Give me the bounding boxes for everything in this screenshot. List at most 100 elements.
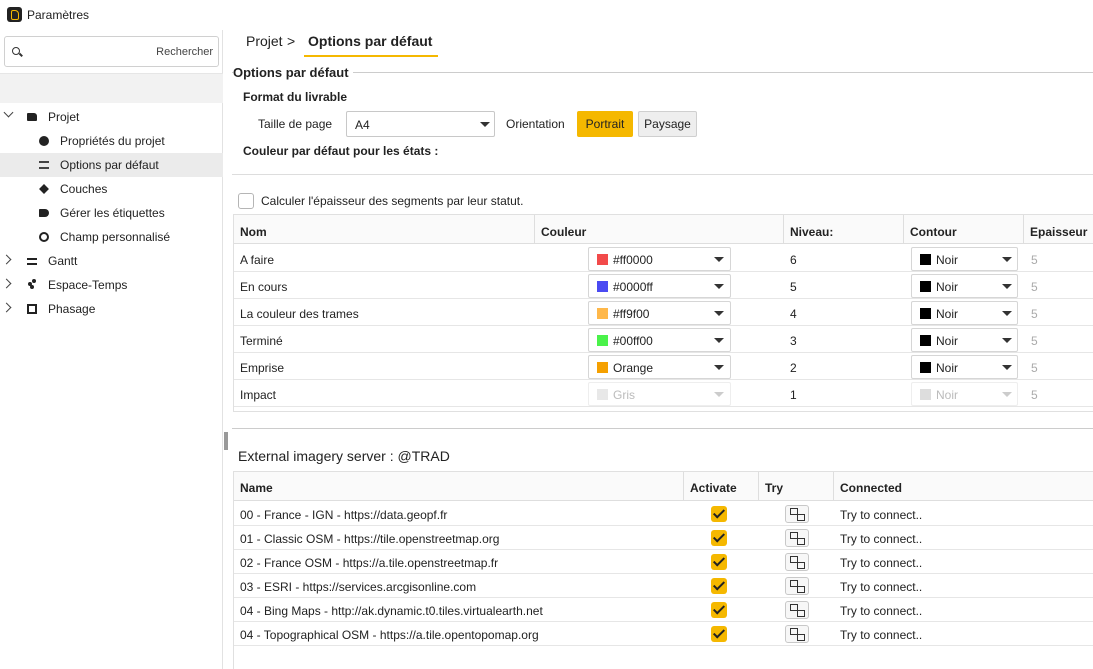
tree-item-label: Options par défaut: [60, 158, 159, 172]
column-header-niveau[interactable]: Niveau:: [784, 215, 904, 244]
color-select[interactable]: #ff9f00: [588, 301, 731, 325]
activate-checkbox[interactable]: [711, 554, 727, 570]
server-name: 04 - Bing Maps - http://ak.dynamic.t0.ti…: [240, 604, 543, 618]
state-level: 4: [790, 307, 797, 321]
color-swatch: [597, 254, 608, 265]
activate-checkbox[interactable]: [711, 506, 727, 522]
color-select[interactable]: #ff0000: [588, 247, 731, 271]
search-input[interactable]: [27, 42, 213, 62]
column-header-nom[interactable]: Nom: [234, 215, 535, 244]
tree-item-projet[interactable]: Projet: [0, 105, 223, 129]
page-size-value: A4: [355, 118, 370, 132]
tree-item-espace-temps[interactable]: Espace-Temps: [0, 273, 223, 297]
contour-select[interactable]: Noir: [911, 355, 1018, 379]
splitter-handle[interactable]: [224, 432, 228, 450]
contour-select[interactable]: Noir: [911, 328, 1018, 352]
try-connect-button[interactable]: [785, 625, 809, 643]
activate-checkbox[interactable]: [711, 578, 727, 594]
chevron-down-icon: [714, 311, 724, 316]
contour-select[interactable]: Noir: [911, 247, 1018, 271]
table-row[interactable]: Emprise Orange 2 Noir 5: [234, 353, 1093, 380]
state-thickness[interactable]: 5: [1031, 253, 1038, 267]
activate-checkbox[interactable]: [711, 626, 727, 642]
state-thickness[interactable]: 5: [1031, 334, 1038, 348]
column-header-connected[interactable]: Connected: [834, 472, 1093, 501]
color-value: #ff9f00: [613, 307, 650, 321]
try-connect-button[interactable]: [785, 577, 809, 595]
table-row[interactable]: La couleur des trames #ff9f00 4 Noir 5: [234, 299, 1093, 326]
tree-item-gantt[interactable]: Gantt: [0, 249, 223, 273]
activate-checkbox[interactable]: [711, 602, 727, 618]
tree-item-etiquettes[interactable]: Gérer les étiquettes: [0, 201, 223, 225]
breadcrumb-item-projet[interactable]: Projet: [246, 33, 283, 49]
table-row[interactable]: Impact Gris 1 Noir 5: [234, 380, 1093, 407]
state-level: 1: [790, 388, 797, 402]
calc-thickness-checkbox[interactable]: [238, 193, 254, 209]
contour-value: Noir: [936, 280, 959, 294]
color-select[interactable]: Orange: [588, 355, 731, 379]
server-name: 02 - France OSM - https://a.tile.openstr…: [240, 556, 499, 570]
contour-select[interactable]: Noir: [911, 274, 1018, 298]
table-row[interactable]: 00 - France - IGN - https://data.geopf.f…: [234, 502, 1093, 526]
tree-item-label: Champ personnalisé: [60, 230, 171, 244]
column-header-activate[interactable]: Activate: [684, 472, 759, 501]
tree-item-label: Gérer les étiquettes: [60, 206, 165, 220]
tree-item-champ[interactable]: Champ personnalisé: [0, 225, 223, 249]
search-box[interactable]: [4, 36, 219, 67]
state-thickness[interactable]: 5: [1031, 361, 1038, 375]
table-row[interactable]: 04 - Topographical OSM - https://a.tile.…: [234, 622, 1093, 646]
contour-swatch: [920, 389, 931, 400]
connected-status: Try to connect..: [840, 508, 923, 522]
contour-value: Noir: [936, 388, 959, 402]
chevron-right-icon[interactable]: [1, 302, 12, 313]
column-header-try[interactable]: Try: [759, 472, 834, 501]
tree-item-couches[interactable]: Couches: [0, 177, 223, 201]
tree-item-phasage[interactable]: Phasage: [0, 297, 223, 321]
table-row[interactable]: 02 - France OSM - https://a.tile.openstr…: [234, 550, 1093, 574]
tree-item-options-defaut[interactable]: Options par défaut: [0, 153, 223, 177]
activate-checkbox[interactable]: [711, 530, 727, 546]
chevron-down-icon: [714, 284, 724, 289]
chevron-down-icon: [714, 257, 724, 262]
state-thickness[interactable]: 5: [1031, 307, 1038, 321]
table-row[interactable]: 04 - Bing Maps - http://ak.dynamic.t0.ti…: [234, 598, 1093, 622]
try-connect-button[interactable]: [785, 505, 809, 523]
chevron-right-icon[interactable]: [1, 278, 12, 289]
column-header-name[interactable]: Name: [234, 472, 684, 501]
circle-icon: [39, 232, 49, 242]
connected-status: Try to connect..: [840, 532, 923, 546]
sliders-icon: [39, 161, 49, 169]
tree-item-proprietes[interactable]: Propriétés du projet: [0, 129, 223, 153]
table-row[interactable]: A faire #ff0000 6 Noir 5: [234, 245, 1093, 272]
state-name: A faire: [240, 253, 275, 267]
chevron-right-icon[interactable]: [1, 254, 12, 265]
portrait-button[interactable]: Portrait: [577, 111, 633, 137]
state-thickness[interactable]: 5: [1031, 280, 1038, 294]
paysage-button[interactable]: Paysage: [638, 111, 697, 137]
state-name: Impact: [240, 388, 277, 402]
contour-value: Noir: [936, 307, 959, 321]
column-header-contour[interactable]: Contour: [904, 215, 1024, 244]
contour-select[interactable]: Noir: [911, 301, 1018, 325]
divider: [232, 428, 1093, 429]
try-connect-button[interactable]: [785, 601, 809, 619]
connected-status: Try to connect..: [840, 556, 923, 570]
column-header-epaisseur[interactable]: Epaisseur: [1024, 215, 1093, 244]
table-row[interactable]: Terminé #00ff00 3 Noir 5: [234, 326, 1093, 353]
color-select[interactable]: #00ff00: [588, 328, 731, 352]
table-row[interactable]: 03 - ESRI - https://services.arcgisonlin…: [234, 574, 1093, 598]
table-row[interactable]: 01 - Classic OSM - https://tile.openstre…: [234, 526, 1093, 550]
tree-item-label: Phasage: [48, 302, 96, 316]
try-connect-button[interactable]: [785, 529, 809, 547]
contour-select: Noir: [911, 382, 1018, 406]
palette-icon: [39, 136, 49, 146]
table-row[interactable]: En cours #0000ff 5 Noir 5: [234, 272, 1093, 299]
state-level: 2: [790, 361, 797, 375]
page-size-select[interactable]: A4: [346, 111, 495, 137]
divider: [232, 174, 1093, 175]
state-name: Terminé: [240, 334, 283, 348]
color-select[interactable]: #0000ff: [588, 274, 731, 298]
chevron-down-icon[interactable]: [3, 107, 14, 118]
column-header-couleur[interactable]: Couleur: [535, 215, 784, 244]
try-connect-button[interactable]: [785, 553, 809, 571]
